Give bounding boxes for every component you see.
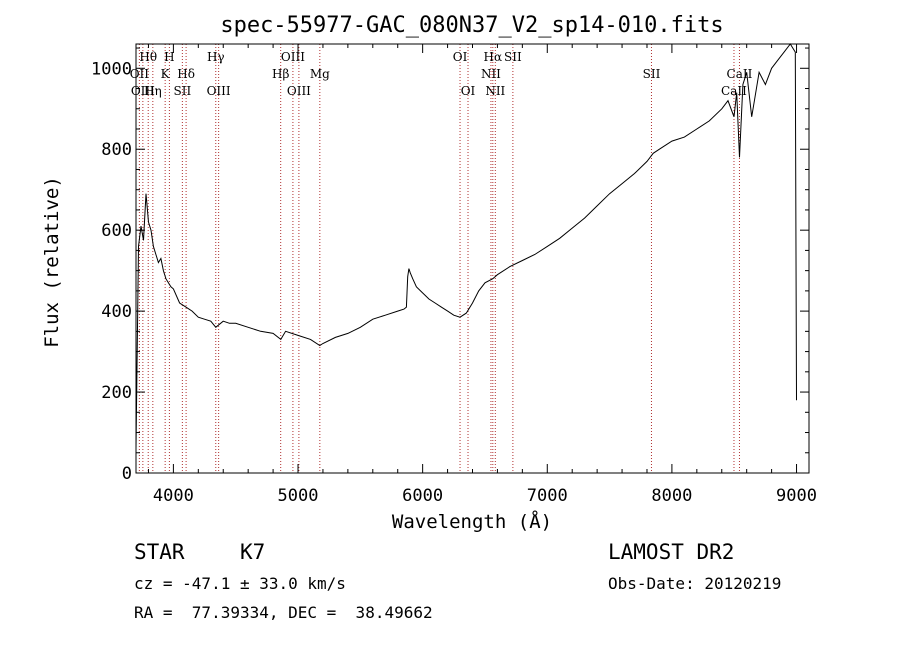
spectral-line-label: OIII [207, 84, 231, 98]
spectral-line-label: OIII [131, 84, 155, 98]
spectral-line-label: SII [174, 84, 192, 98]
observation-date: Obs-Date: 20120219 [608, 574, 782, 593]
x-tick-label: 7000 [527, 486, 568, 506]
survey-name: LAMOST DR2 [608, 540, 735, 564]
spectral-line-label: CaII [721, 84, 747, 98]
x-tick-label: 9000 [776, 486, 817, 506]
y-tick-label: 400 [101, 302, 132, 322]
spectral-line-label: Mg [310, 67, 330, 81]
spectral-line-label: Hθ [139, 50, 157, 64]
spectral-line-label: OIII [287, 84, 311, 98]
spectral-line-label: NII [485, 84, 505, 98]
spectral-line-label: OIII [281, 50, 305, 64]
y-tick-label: 800 [101, 140, 132, 160]
axis-ticks [136, 44, 809, 474]
spectral-line-label: K [161, 67, 171, 81]
x-axis-label: Wavelength (Å) [392, 510, 552, 533]
spectral-line-label: OII [130, 67, 150, 81]
spectral-line-label: OI [453, 50, 468, 64]
spectral-line-label: H [164, 50, 174, 64]
coordinates-line: RA = 77.39334, DEC = 38.49662 [134, 603, 433, 622]
plot-frame [135, 43, 810, 474]
y-tick-label: 0 [122, 464, 132, 484]
spectral-line-label: CaII [727, 67, 753, 81]
spectral-line-markers [138, 44, 740, 473]
y-tick-label: 200 [101, 383, 132, 403]
spectrum-line [135, 43, 797, 449]
chart-title: spec-55977-GAC_080N37_V2_sp14-010.fits [220, 13, 723, 38]
x-tick-label: 6000 [402, 486, 443, 506]
spectral-line-label: Hβ [272, 67, 289, 81]
spectral-line-label: Hη [144, 84, 162, 98]
x-tick-label: 5000 [278, 486, 319, 506]
x-tick-label: 8000 [651, 486, 692, 506]
spectral-line-label: Hγ [207, 50, 225, 64]
x-tick-label: 4000 [153, 486, 194, 506]
spectral-line-label: SII [643, 67, 661, 81]
spectral-line-label: Hδ [177, 67, 195, 81]
spectral-line-label: SII [504, 50, 522, 64]
object-class: STAR [134, 540, 185, 564]
spectral-line-label: NII [481, 67, 501, 81]
spectral-line-label: Hα [484, 50, 503, 64]
object-subclass: K7 [240, 540, 266, 564]
y-tick-label: 600 [101, 221, 132, 241]
y-tick-label: 1000 [91, 59, 132, 79]
spectrum-series [135, 43, 797, 449]
y-axis-label: Flux (relative) [41, 176, 63, 348]
redshift-line: cz = -47.1 ± 33.0 km/s [134, 574, 346, 593]
tick-labels: 4000 5000 6000 7000 8000 9000 0 200 400 600 800 100… [91, 59, 817, 506]
spectral-line-label: OI [461, 84, 476, 98]
